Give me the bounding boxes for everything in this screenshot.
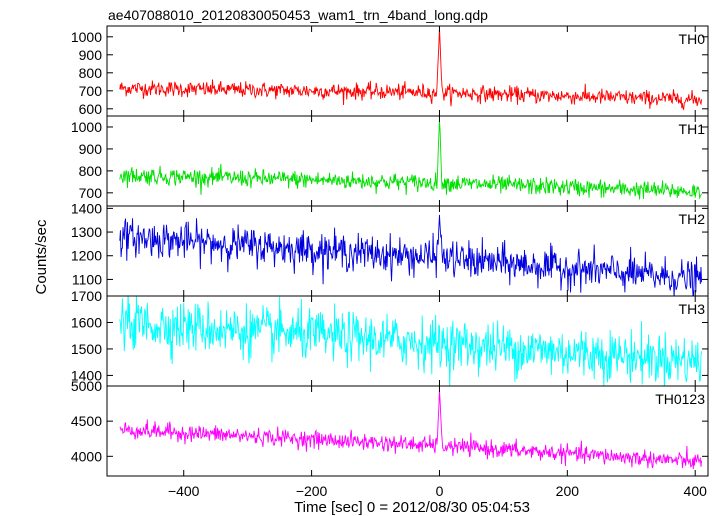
y-tick-label: 1400 — [71, 367, 102, 383]
y-tick-label: 1000 — [71, 29, 102, 45]
y-tick-label: 800 — [79, 65, 103, 81]
panel-label: TH3 — [679, 301, 706, 317]
x-tick-label: 200 — [556, 483, 580, 499]
panel-th0123: 4000 4500 5000 TH0123 — [71, 378, 709, 477]
y-tick-label: 700 — [79, 83, 103, 99]
y-tick-label: 1200 — [71, 248, 102, 264]
y-tick-label: 1000 — [71, 119, 102, 135]
panel-label: TH0 — [679, 31, 706, 47]
y-tick-label: 1700 — [71, 288, 102, 304]
y-tick-label: 4000 — [71, 448, 102, 464]
x-tick-label: −400 — [168, 483, 200, 499]
series-line-th0 — [119, 27, 703, 111]
y-tick-label: 700 — [79, 185, 103, 201]
panel-frame — [106, 115, 709, 207]
panel-frame — [106, 385, 709, 477]
y-tick-label: 600 — [79, 101, 103, 117]
y-tick-label: 1300 — [71, 224, 102, 240]
x-tick-label: −200 — [296, 483, 328, 499]
series-line-th2 — [119, 214, 703, 296]
panel-th0: 600 700 800 900 1000 TH0 — [71, 25, 709, 117]
x-axis-label: Time [sec] 0 = 2012/08/30 05:04:53 — [294, 499, 530, 516]
x-tick-label: 400 — [684, 483, 708, 499]
y-tick-label: 4500 — [71, 413, 102, 429]
y-tick-label: 900 — [79, 47, 103, 63]
panel-th3: 1400 1500 1600 1700 TH3 — [71, 288, 709, 387]
y-tick-label: 1600 — [71, 314, 102, 330]
x-tick-label: 0 — [436, 483, 444, 499]
panel-th1: 700 800 900 1000 TH1 — [71, 115, 709, 207]
series-line-th3 — [119, 296, 703, 386]
panel-frame — [106, 295, 709, 387]
y-tick-label: 1500 — [71, 341, 102, 357]
series-line-th0123 — [119, 389, 703, 470]
panel-label: TH1 — [679, 121, 706, 137]
y-tick-label: 5000 — [71, 378, 102, 394]
y-tick-label: 800 — [79, 163, 103, 179]
y-tick-label: 900 — [79, 141, 103, 157]
chart-title: ae407088010_20120830050453_wam1_trn_4ban… — [108, 7, 488, 23]
panel-label: TH2 — [679, 211, 706, 227]
y-axis-label: Counts/sec — [33, 219, 50, 295]
y-tick-label: 1400 — [71, 200, 102, 216]
y-tick-label: 1100 — [72, 271, 102, 287]
panel-th2: 1100 1200 1300 1400 TH2 — [71, 200, 709, 297]
x-axis-ticks: −400 −200 0 200 400 — [168, 483, 707, 499]
panel-label: TH0123 — [655, 391, 705, 407]
panel-frame — [106, 25, 709, 117]
series-line-th1 — [119, 120, 703, 200]
